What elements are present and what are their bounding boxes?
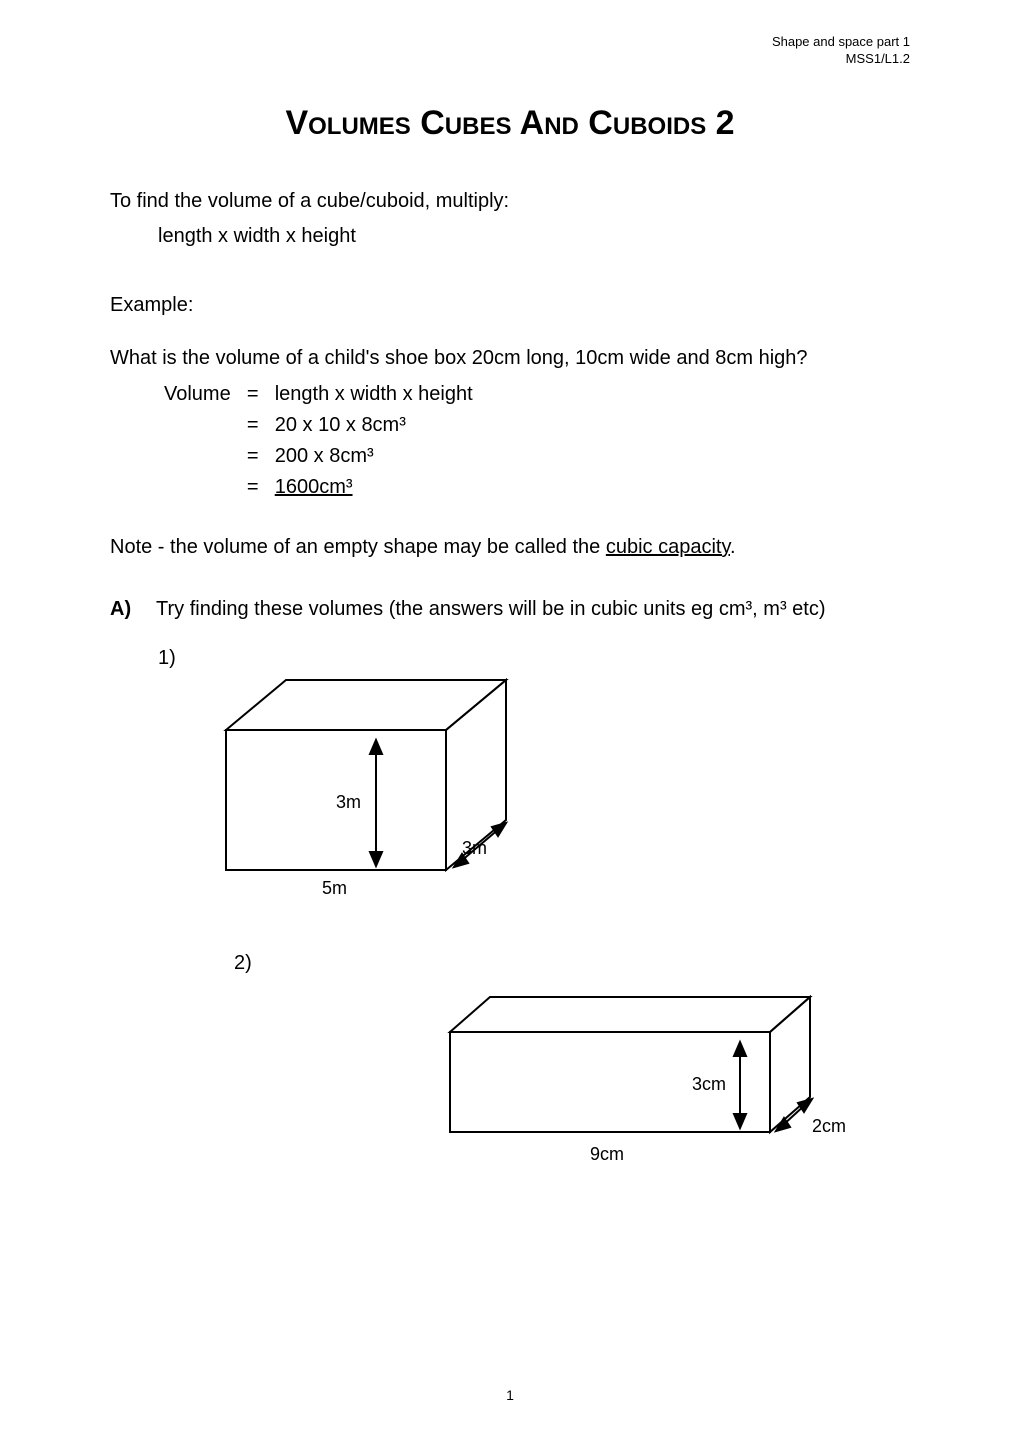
figure-2-wrap: 2) 3cm 2cm bbox=[110, 946, 910, 1182]
equation-steps: Volume = length x width x height = 20 x … bbox=[158, 379, 479, 503]
fig1-height-label: 3m bbox=[336, 792, 361, 812]
eq-sign: = bbox=[237, 410, 269, 441]
page: Shape and space part 1 MSS1/L1.2 Volumes… bbox=[0, 0, 1020, 1443]
fig2-depth-label: 2cm bbox=[812, 1116, 846, 1136]
eq-r3: 200 x 8cm³ bbox=[269, 441, 479, 472]
note-prefix: Note - the volume of an empty shape may … bbox=[110, 536, 606, 558]
note-underlined: cubic capacity bbox=[606, 536, 730, 558]
eq-row-3: = 200 x 8cm³ bbox=[158, 441, 479, 472]
eq-r4: 1600cm³ bbox=[275, 476, 353, 498]
eq-r2: 20 x 10 x 8cm³ bbox=[269, 410, 479, 441]
cuboid-figure-1: 3m 3m 5m bbox=[206, 670, 566, 910]
page-number: 1 bbox=[0, 1387, 1020, 1403]
intro-formula: length x width x height bbox=[158, 222, 910, 251]
fig1-depth-label: 3m bbox=[462, 838, 487, 858]
section-A-label: A) bbox=[110, 598, 138, 621]
eq-sign: = bbox=[237, 379, 269, 410]
eq-row-1: Volume = length x width x height bbox=[158, 379, 479, 410]
example-question: What is the volume of a child's shoe box… bbox=[110, 344, 910, 373]
eq-sign: = bbox=[237, 472, 269, 503]
fig2-width-label: 9cm bbox=[590, 1144, 624, 1164]
section-A: A) Try finding these volumes (the answer… bbox=[110, 598, 910, 621]
eq-lhs: Volume bbox=[158, 379, 237, 410]
figure-1-number: 1) bbox=[158, 647, 910, 670]
header-meta: Shape and space part 1 MSS1/L1.2 bbox=[772, 34, 910, 68]
fig2-height-label: 3cm bbox=[692, 1074, 726, 1094]
eq-row-4: = 1600cm³ bbox=[158, 472, 479, 503]
example-label: Example: bbox=[110, 291, 910, 320]
header-line-2: MSS1/L1.2 bbox=[772, 51, 910, 68]
figure-1-wrap: 1) 3m 3m bbox=[110, 647, 910, 910]
note-line: Note - the volume of an empty shape may … bbox=[110, 533, 910, 562]
eq-r1: length x width x height bbox=[269, 379, 479, 410]
page-title: Volumes Cubes And Cuboids 2 bbox=[110, 104, 910, 143]
header-line-1: Shape and space part 1 bbox=[772, 34, 910, 51]
intro-text: To find the volume of a cube/cuboid, mul… bbox=[110, 187, 910, 216]
note-suffix: . bbox=[730, 536, 736, 558]
fig1-width-label: 5m bbox=[322, 878, 347, 898]
cuboid-figure-2: 3cm 2cm 9cm bbox=[430, 982, 870, 1182]
eq-sign: = bbox=[237, 441, 269, 472]
figure-2-number: 2) bbox=[234, 952, 252, 975]
eq-row-2: = 20 x 10 x 8cm³ bbox=[158, 410, 479, 441]
section-A-text: Try finding these volumes (the answers w… bbox=[156, 598, 826, 621]
